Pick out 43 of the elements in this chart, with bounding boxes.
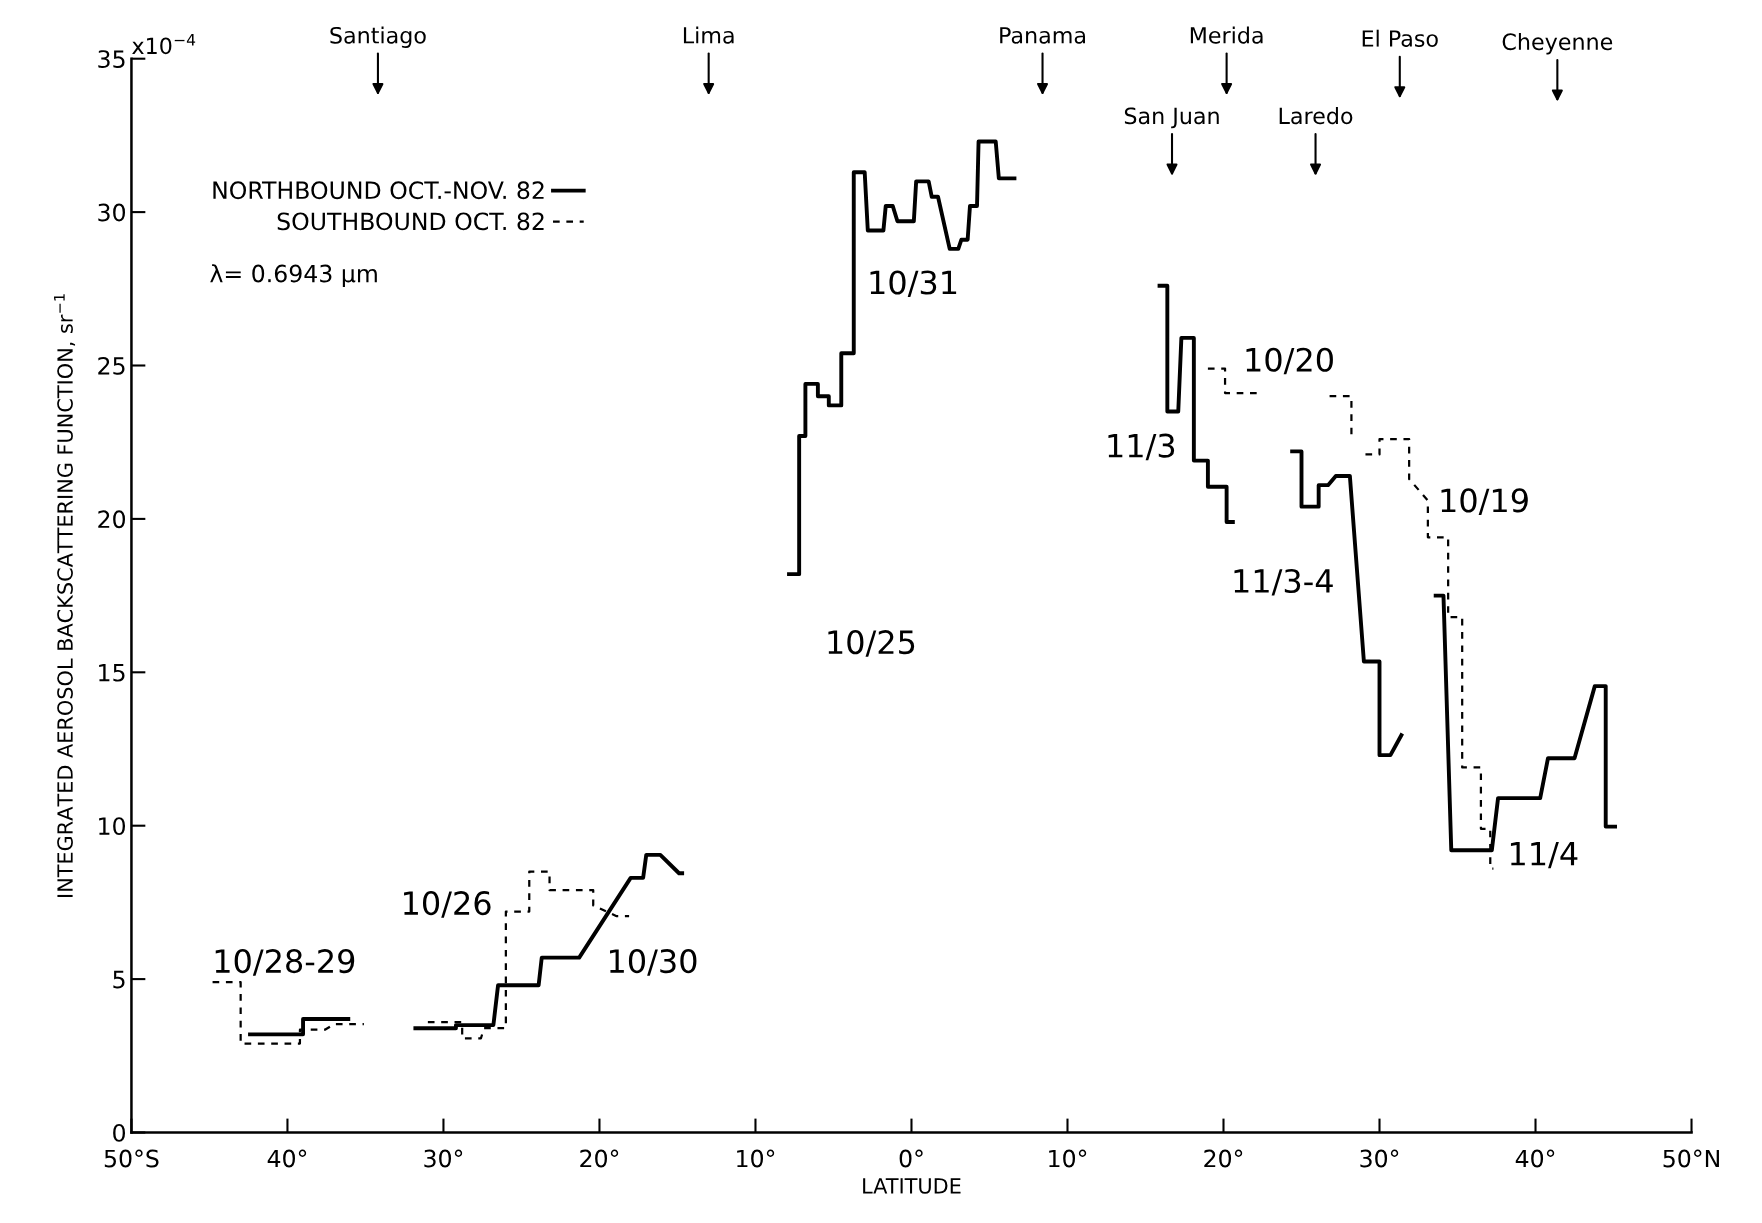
annotation: 10/25 [828, 630, 915, 657]
text: Merida [1190, 26, 1263, 44]
y-axis-title: INTEGRATED AEROSOL BACKSCATTERING FUNCTION, sr$^{−1}$ [54, 294, 76, 897]
y-tick-label: 25 [98, 356, 125, 375]
text: Santiago [330, 26, 426, 48]
annotation: Laredo [1279, 107, 1353, 125]
x-tick-label: 20° [1204, 1149, 1243, 1168]
text: El Paso [1362, 29, 1438, 47]
annotation: 10/19 [1441, 488, 1528, 516]
annotation: 10/20 [1246, 347, 1333, 375]
x-tick-label: 40° [267, 1149, 307, 1168]
annotation: 10/28-29 [215, 949, 355, 976]
legend-label: SOUTHBOUND OCT. 82 [277, 212, 544, 231]
text: Cheyenne [1502, 32, 1613, 55]
text: x10$^{−4}$ [132, 34, 196, 55]
x-tick-label: 30° [424, 1149, 463, 1168]
x-tick-label: 40° [1515, 1149, 1555, 1168]
text: Lima [683, 26, 734, 44]
x-tick-label: 20° [580, 1149, 619, 1168]
annotation: San Juan [1124, 107, 1219, 129]
x-tick-label: 10° [737, 1149, 775, 1168]
y-tick-label: 10 [99, 817, 126, 836]
y-tick-label: 5 [113, 970, 125, 989]
x-axis-title: LATITUDE [863, 1178, 961, 1194]
y-tick-label: 30 [98, 203, 126, 222]
annotation: 11/3-4 [1234, 568, 1333, 596]
x-tick-label: 0° [899, 1149, 923, 1168]
y-tick-label: 0 [113, 1123, 126, 1142]
annotation: 11/4 [1510, 842, 1578, 869]
text: Panama [1000, 27, 1086, 44]
y-tick-label: 20 [98, 510, 126, 529]
x-tick-label: 50°N [1663, 1149, 1719, 1168]
annotation: 10/30 [609, 949, 697, 976]
x-tick-label: 10° [1049, 1149, 1087, 1168]
x-tick-label: 30° [1360, 1149, 1399, 1168]
legend-label: NORTHBOUND OCT.-NOV. 82 [213, 181, 544, 200]
annotation: λ= 0.6943 μm [210, 264, 377, 288]
y-tick-label: 35 [98, 50, 125, 69]
y-tick-label: 15 [99, 664, 125, 682]
annotation: 10/26 [404, 891, 491, 918]
x-tick-label: 50°S [104, 1149, 159, 1168]
annotation: 11/3 [1108, 433, 1175, 461]
annotation: 10/31 [870, 270, 957, 298]
